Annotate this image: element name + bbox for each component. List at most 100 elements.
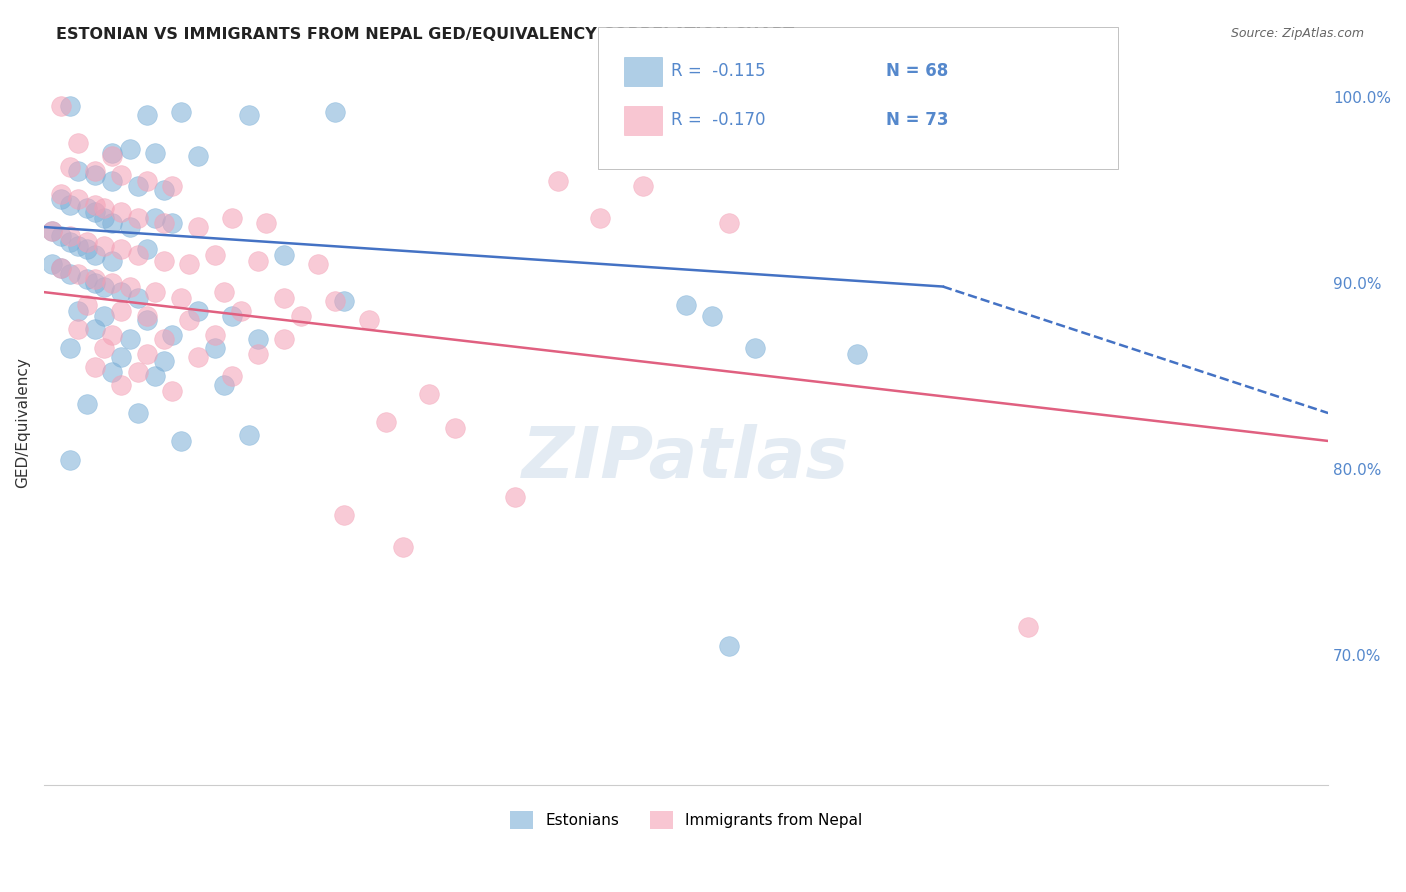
Immigrants from Nepal: [76, 298, 98, 312]
Immigrants from Nepal: [212, 285, 235, 299]
Immigrants from Nepal: [187, 220, 209, 235]
Estonians: [135, 313, 157, 327]
Immigrants from Nepal: [58, 161, 80, 175]
Estonians: [152, 183, 174, 197]
Immigrants from Nepal: [101, 276, 124, 290]
Immigrants from Nepal: [49, 260, 72, 275]
Text: N = 73: N = 73: [886, 112, 948, 129]
Estonians: [127, 406, 149, 420]
Immigrants from Nepal: [631, 179, 654, 194]
Estonians: [744, 341, 766, 355]
Immigrants from Nepal: [84, 272, 107, 286]
Text: ZIPatlas: ZIPatlas: [522, 424, 849, 493]
Immigrants from Nepal: [273, 332, 295, 346]
Estonians: [84, 322, 107, 336]
Estonians: [67, 238, 90, 252]
Immigrants from Nepal: [101, 149, 124, 163]
Immigrants from Nepal: [162, 179, 184, 194]
Immigrants from Nepal: [359, 313, 381, 327]
Estonians: [58, 341, 80, 355]
Estonians: [246, 332, 269, 346]
Immigrants from Nepal: [256, 216, 278, 230]
Estonians: [700, 310, 723, 324]
Immigrants from Nepal: [307, 257, 329, 271]
Immigrants from Nepal: [135, 346, 157, 360]
Text: Source: ZipAtlas.com: Source: ZipAtlas.com: [1230, 27, 1364, 40]
Estonians: [110, 350, 132, 364]
Immigrants from Nepal: [110, 243, 132, 257]
Estonians: [101, 216, 124, 230]
Immigrants from Nepal: [93, 202, 115, 216]
Text: R =  -0.170: R = -0.170: [671, 112, 765, 129]
Estonians: [118, 142, 141, 156]
Y-axis label: GED/Equivalency: GED/Equivalency: [15, 357, 30, 488]
Legend: Estonians, Immigrants from Nepal: Estonians, Immigrants from Nepal: [503, 805, 868, 836]
Immigrants from Nepal: [110, 303, 132, 318]
Estonians: [846, 346, 869, 360]
Immigrants from Nepal: [67, 192, 90, 206]
Estonians: [143, 211, 166, 225]
Estonians: [49, 192, 72, 206]
Immigrants from Nepal: [152, 332, 174, 346]
Immigrants from Nepal: [76, 235, 98, 249]
Immigrants from Nepal: [170, 291, 193, 305]
Estonians: [67, 303, 90, 318]
Immigrants from Nepal: [84, 164, 107, 178]
Immigrants from Nepal: [84, 197, 107, 211]
Estonians: [58, 235, 80, 249]
Estonians: [135, 108, 157, 122]
Estonians: [127, 179, 149, 194]
Estonians: [58, 99, 80, 113]
Estonians: [93, 310, 115, 324]
Immigrants from Nepal: [152, 216, 174, 230]
Estonians: [101, 173, 124, 187]
Immigrants from Nepal: [290, 310, 312, 324]
Immigrants from Nepal: [162, 384, 184, 398]
Estonians: [49, 229, 72, 244]
Immigrants from Nepal: [221, 368, 243, 383]
Immigrants from Nepal: [204, 327, 226, 342]
Estonians: [170, 434, 193, 448]
Immigrants from Nepal: [93, 341, 115, 355]
Immigrants from Nepal: [1017, 620, 1039, 634]
Estonians: [41, 224, 63, 238]
Estonians: [118, 332, 141, 346]
Immigrants from Nepal: [152, 253, 174, 268]
Estonians: [135, 243, 157, 257]
Estonians: [76, 202, 98, 216]
Text: ESTONIAN VS IMMIGRANTS FROM NEPAL GED/EQUIVALENCY CORRELATION CHART: ESTONIAN VS IMMIGRANTS FROM NEPAL GED/EQ…: [56, 27, 794, 42]
Immigrants from Nepal: [332, 508, 354, 523]
Estonians: [675, 298, 697, 312]
Immigrants from Nepal: [503, 490, 526, 504]
Immigrants from Nepal: [273, 291, 295, 305]
Text: R =  -0.115: R = -0.115: [671, 62, 765, 80]
Estonians: [49, 260, 72, 275]
Estonians: [58, 197, 80, 211]
Immigrants from Nepal: [547, 173, 569, 187]
Immigrants from Nepal: [717, 216, 740, 230]
Immigrants from Nepal: [221, 211, 243, 225]
Estonians: [162, 327, 184, 342]
Estonians: [332, 294, 354, 309]
Immigrants from Nepal: [135, 310, 157, 324]
Estonians: [143, 368, 166, 383]
Estonians: [273, 248, 295, 262]
Estonians: [76, 243, 98, 257]
Immigrants from Nepal: [58, 229, 80, 244]
Immigrants from Nepal: [84, 359, 107, 374]
Immigrants from Nepal: [323, 294, 346, 309]
Estonians: [84, 168, 107, 182]
Immigrants from Nepal: [67, 322, 90, 336]
Immigrants from Nepal: [101, 327, 124, 342]
Immigrants from Nepal: [110, 378, 132, 392]
Immigrants from Nepal: [375, 415, 398, 429]
Immigrants from Nepal: [93, 238, 115, 252]
Immigrants from Nepal: [127, 248, 149, 262]
Immigrants from Nepal: [110, 205, 132, 219]
Immigrants from Nepal: [143, 285, 166, 299]
Estonians: [93, 211, 115, 225]
Estonians: [170, 104, 193, 119]
Estonians: [84, 248, 107, 262]
Estonians: [187, 149, 209, 163]
Estonians: [118, 220, 141, 235]
